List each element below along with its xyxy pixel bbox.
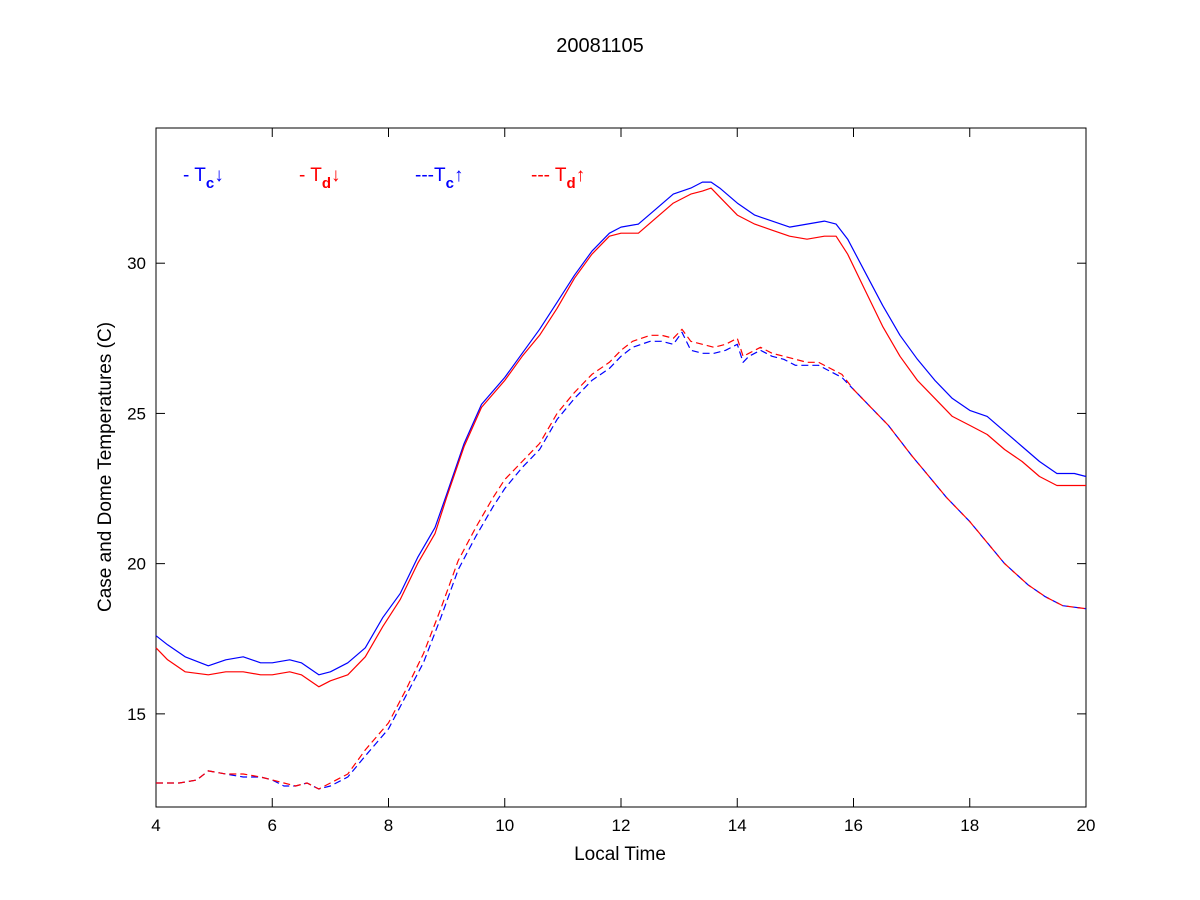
series-line-2 (156, 331, 1087, 790)
x-tick-label: 6 (268, 816, 277, 835)
x-tick-label: 14 (728, 816, 747, 835)
legend-prefix: --- T (531, 165, 567, 186)
x-axis-label: Local Time (574, 844, 666, 865)
y-axis-label: Case and Dome Temperatures (C) (95, 322, 116, 612)
chart-title: 20081105 (556, 35, 644, 57)
y-tick-label: 30 (127, 254, 146, 273)
legend-arrow: ↓ (331, 165, 341, 186)
legend-subscript: d (567, 175, 576, 192)
x-tick-label: 10 (495, 816, 514, 835)
x-tick-label: 20 (1077, 816, 1096, 835)
y-tick-label: 25 (127, 404, 146, 423)
legend-prefix: ---T (415, 165, 446, 186)
legend-entry-tc-down: - Tc↓ (183, 165, 224, 192)
legend-arrow: ↑ (576, 165, 586, 186)
legend-arrow: ↓ (214, 165, 224, 186)
legend-entry-tc-up: ---Tc↑ (415, 165, 463, 192)
legend-prefix: - T (183, 165, 206, 186)
series-lines (155, 181, 1087, 790)
legend-entry-td-up: --- Td↑ (531, 165, 585, 192)
legend-subscript: c (206, 175, 214, 192)
axis-ticks: 4 6 8 10 12 14 16 18 20 15 20 25 30 (127, 128, 1095, 835)
legend-subscript: c (446, 175, 454, 192)
series-line-1 (155, 187, 1086, 688)
legend-arrow: ↑ (454, 165, 464, 186)
legend-subscript: d (322, 175, 331, 192)
y-tick-label: 20 (127, 555, 146, 574)
series-line-0 (155, 181, 1087, 676)
legend-entry-td-down: - Td↓ (299, 165, 341, 192)
series-line-3 (156, 328, 1087, 790)
x-tick-label: 16 (844, 816, 863, 835)
x-tick-label: 18 (960, 816, 979, 835)
x-tick-label: 4 (151, 816, 160, 835)
x-tick-label: 8 (384, 816, 393, 835)
plot-area (155, 127, 1087, 808)
y-tick-label: 15 (127, 705, 146, 724)
legend: - Tc↓ - Td↓ ---Tc↑ --- Td↑ (183, 165, 585, 192)
x-tick-label: 12 (612, 816, 631, 835)
legend-prefix: - T (299, 165, 322, 186)
